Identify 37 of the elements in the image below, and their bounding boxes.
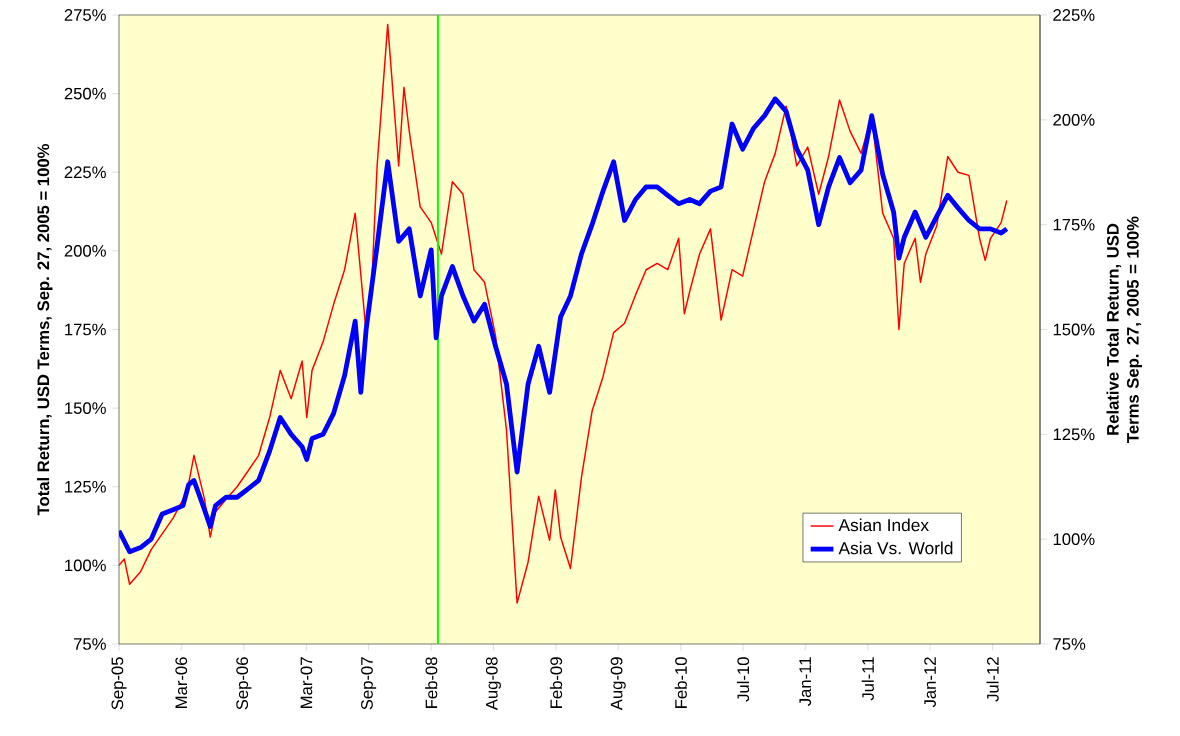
x-tick-label: Aug-09 [610,657,626,711]
line-series [119,23,1008,604]
y-tick-label: 125% [65,480,106,493]
y2-tick-label: 75% [1053,638,1086,650]
y2-tick-label: 150% [1053,323,1095,336]
x-tick-label: Jan-11 [799,657,812,706]
y-tick-label: 100% [65,559,106,572]
x-tick-label: Aug-08 [485,657,501,711]
y2-tick-label: 125% [1053,428,1095,441]
y-tick-label: 175% [65,323,106,336]
y-tick-label: 225% [64,166,106,179]
x-tick-label: Sep-05 [111,657,127,710]
y-tick-label: 150% [65,402,106,415]
y-tick-label: 75% [74,638,106,650]
x-tick-label: Mar-06 [175,657,188,708]
y-axis-title: Total Return, USD Terms, Sep. 27, 2005 = 100% [36,144,53,516]
y-tick-label: 200% [64,244,106,257]
legend-label: Asia Vs. World [838,541,953,555]
x-tick-label: Mar-07 [300,657,313,708]
x-tick-label: Jul-12 [986,657,999,702]
x-tick-label: Jul-10 [736,657,750,702]
x-tick-label: Sep-07 [361,657,377,710]
line-series [119,96,1010,555]
x-tick-label: Jan-12 [924,657,936,708]
y2-tick-label: 100% [1053,533,1095,546]
y-tick-label: 250% [64,87,106,100]
x-tick-label: Jul-11 [861,657,874,701]
x-tick-label: Feb-08 [425,657,438,708]
y2-axis-title: Relative Total Return, USD Terms Sep. 27, 2005 = 100% [1106,216,1143,443]
y2-tick-label: 200% [1053,113,1095,126]
legend-label: Asian Index [838,518,929,532]
x-tick-label: Feb-10 [674,657,687,708]
x-tick-label: Sep-06 [236,657,252,710]
y2-tick-label: 175% [1053,218,1095,231]
x-tick-label: Feb-09 [549,657,563,708]
y-tick-label: 275% [64,9,106,21]
y2-tick-label: 225% [1053,9,1095,21]
